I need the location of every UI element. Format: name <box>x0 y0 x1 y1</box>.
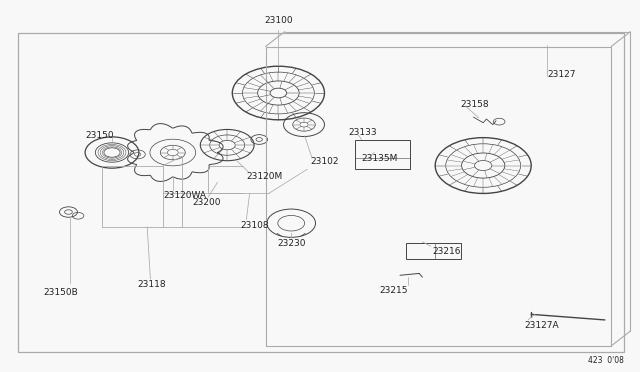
Text: 23100: 23100 <box>264 16 292 25</box>
Text: 23127: 23127 <box>547 70 576 79</box>
Text: 23150B: 23150B <box>44 288 78 296</box>
Text: 23135M: 23135M <box>362 154 398 163</box>
Text: 23108: 23108 <box>240 221 269 230</box>
Bar <box>18 33 624 352</box>
Text: 23118: 23118 <box>138 280 166 289</box>
Text: 23200: 23200 <box>192 198 221 207</box>
Text: 23127A: 23127A <box>525 321 559 330</box>
Bar <box>406 243 461 259</box>
Text: 23230: 23230 <box>277 239 305 248</box>
Text: 23158: 23158 <box>461 100 490 109</box>
Text: 23120M: 23120M <box>246 172 283 181</box>
Text: 23133: 23133 <box>349 128 378 137</box>
Text: 423  0'08: 423 0'08 <box>588 356 624 365</box>
Text: 23215: 23215 <box>380 286 408 295</box>
Text: 23102: 23102 <box>310 157 339 166</box>
Bar <box>355 140 410 169</box>
Text: 23120WA: 23120WA <box>163 191 206 200</box>
Text: 23150: 23150 <box>85 131 113 140</box>
Text: 23216: 23216 <box>432 247 461 256</box>
